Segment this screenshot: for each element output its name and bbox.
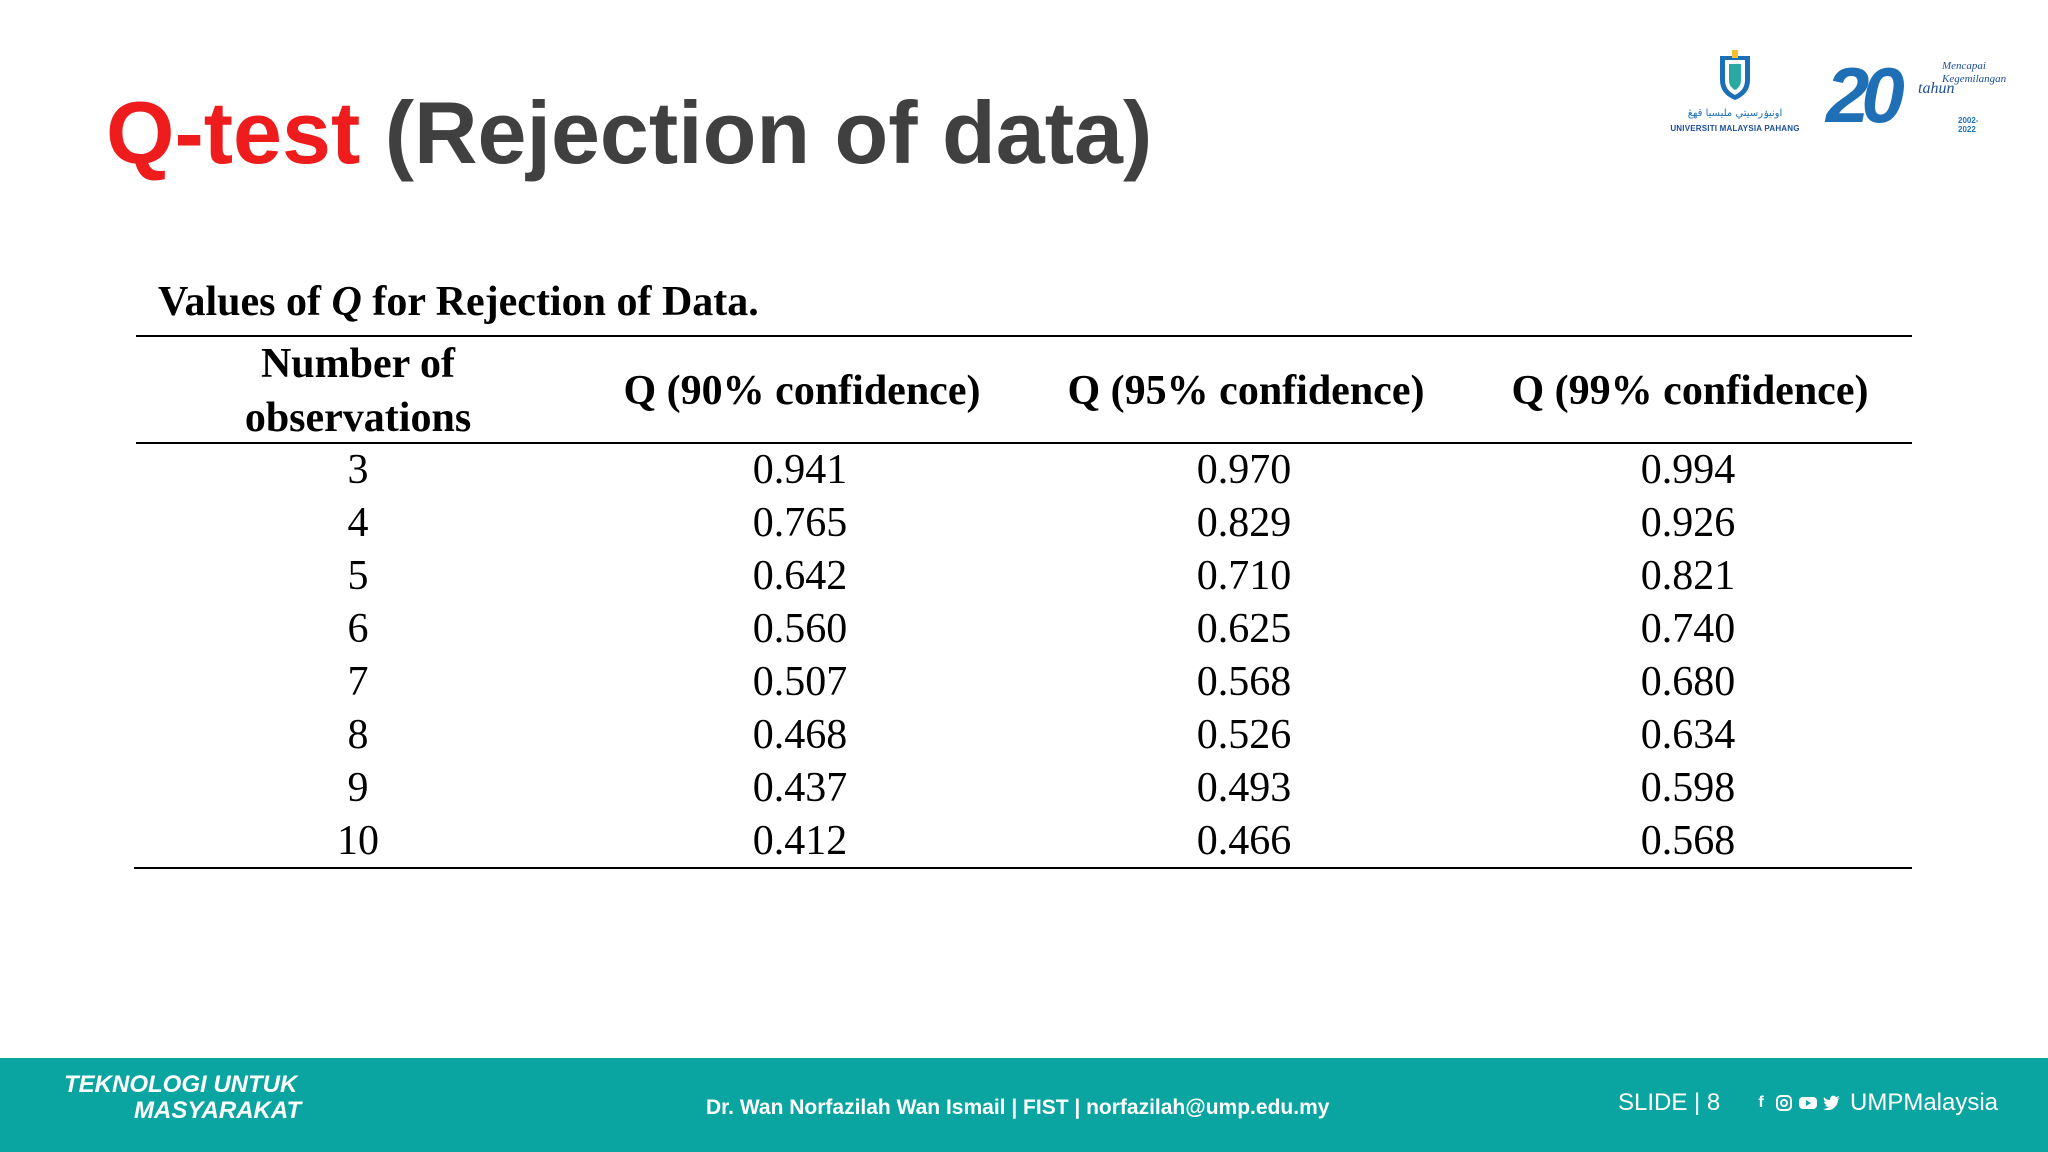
cell-n: 9 — [347, 765, 369, 811]
facebook-icon[interactable]: f — [1758, 1094, 1764, 1111]
column-q95: 0.970 0.829 0.710 0.625 0.568 0.526 0.49… — [1094, 444, 1394, 868]
column-q99: 0.994 0.926 0.821 0.740 0.680 0.634 0.59… — [1538, 444, 1838, 868]
header-q95: Q (95% confidence) — [1067, 368, 1425, 414]
cell-q95: 0.625 — [1196, 606, 1292, 652]
cell-q95: 0.829 — [1196, 500, 1292, 546]
header-observations-line1: Number of — [260, 341, 456, 387]
cell-q90: 0.437 — [752, 765, 848, 811]
cell-q95: 0.970 — [1196, 447, 1292, 493]
anniversary-tagline: Mencapai Kegemilangan — [1942, 60, 2007, 85]
cell-q99: 0.821 — [1640, 553, 1736, 599]
slide-number: SLIDE | 8 — [1618, 1089, 1721, 1116]
slide-title-rest: (Rejection of data) — [360, 83, 1153, 182]
header-logos: اونيۏرسيتي مليسيا قهڠ UNIVERSITI MALAYSI… — [1670, 50, 2006, 140]
table-top-rule — [136, 335, 1912, 337]
cell-q99: 0.680 — [1640, 659, 1736, 705]
header-observations-line2: observations — [244, 395, 472, 441]
youtube-icon[interactable] — [1798, 1095, 1818, 1111]
caption-q-symbol: Q — [331, 279, 362, 325]
header-q99: Q (99% confidence) — [1511, 368, 1869, 414]
social-links: f UMPMalaysia — [1752, 1088, 1998, 1118]
cell-q90: 0.468 — [752, 712, 848, 758]
cell-n: 8 — [347, 712, 369, 758]
cell-q90: 0.560 — [752, 606, 848, 652]
column-observations: 3 4 5 6 7 8 9 10 — [208, 444, 508, 868]
cell-n: 7 — [347, 659, 369, 705]
column-q90: 0.941 0.765 0.642 0.560 0.507 0.468 0.43… — [650, 444, 950, 868]
table-bottom-rule — [134, 867, 1912, 869]
cell-q90: 0.507 — [752, 659, 848, 705]
slide-title: Q-test (Rejection of data) — [106, 78, 1152, 188]
header-q90: Q (90% confidence) — [623, 368, 981, 414]
footer-credit: Dr. Wan Norfazilah Wan Ismail | FIST | n… — [706, 1096, 1330, 1119]
anniversary-word: tahun — [1918, 80, 1955, 97]
anniversary-logo: 20 tahun Mencapai Kegemilangan 2002-2022 — [1820, 50, 2006, 140]
ump-arabic-text: اونيۏرسيتي مليسيا قهڠ — [1688, 108, 1783, 119]
cell-q99: 0.926 — [1640, 500, 1736, 546]
cell-n: 3 — [347, 447, 369, 493]
cell-q99: 0.568 — [1640, 818, 1736, 864]
cell-n: 6 — [347, 606, 369, 652]
slide-title-accent: Q-test — [106, 83, 361, 182]
cell-n: 10 — [337, 818, 379, 864]
cell-q99: 0.598 — [1640, 765, 1736, 811]
instagram-icon[interactable] — [1775, 1094, 1793, 1112]
cell-q95: 0.526 — [1196, 712, 1292, 758]
footer-slogan: TEKNOLOGI UNTUK MASYARAKAT — [64, 1072, 301, 1124]
table-caption: Values of Q for Rejection of Data. — [158, 276, 759, 328]
cell-q99: 0.994 — [1640, 447, 1736, 493]
cell-q95: 0.568 — [1196, 659, 1292, 705]
cell-n: 4 — [347, 500, 369, 546]
cell-q95: 0.493 — [1196, 765, 1292, 811]
cell-q95: 0.710 — [1196, 553, 1292, 599]
cell-q99: 0.740 — [1640, 606, 1736, 652]
cell-q95: 0.466 — [1196, 818, 1292, 864]
anniversary-number: 20 — [1826, 51, 1905, 139]
cell-q90: 0.941 — [752, 447, 848, 493]
cell-q99: 0.634 — [1640, 712, 1736, 758]
caption-text-pre: Values of — [158, 279, 332, 325]
cell-q90: 0.642 — [752, 553, 848, 599]
slogan-line1: TEKNOLOGI UNTUK — [64, 1071, 298, 1098]
cell-q90: 0.765 — [752, 500, 848, 546]
cell-n: 5 — [347, 553, 369, 599]
caption-text-post: for Rejection of Data. — [361, 279, 759, 325]
twitter-icon[interactable] — [1823, 1095, 1841, 1111]
ump-caption: UNIVERSITI MALAYSIA PAHANG — [1670, 124, 1800, 133]
cell-q90: 0.412 — [752, 818, 848, 864]
header-observations: Number of observations — [208, 337, 508, 445]
slogan-line2: MASYARAKAT — [134, 1097, 302, 1124]
footer-bar: TEKNOLOGI UNTUK MASYARAKAT Dr. Wan Norfa… — [0, 1058, 2048, 1152]
anniversary-years: 2002-2022 — [1958, 116, 1979, 134]
social-handle[interactable]: UMPMalaysia — [1850, 1089, 1999, 1116]
ump-logo: اونيۏرسيتي مليسيا قهڠ UNIVERSITI MALAYSI… — [1670, 50, 1800, 140]
table-header-rule — [136, 442, 1912, 444]
ump-crest-icon: اونيۏرسيتي مليسيا قهڠ — [1688, 50, 1783, 119]
